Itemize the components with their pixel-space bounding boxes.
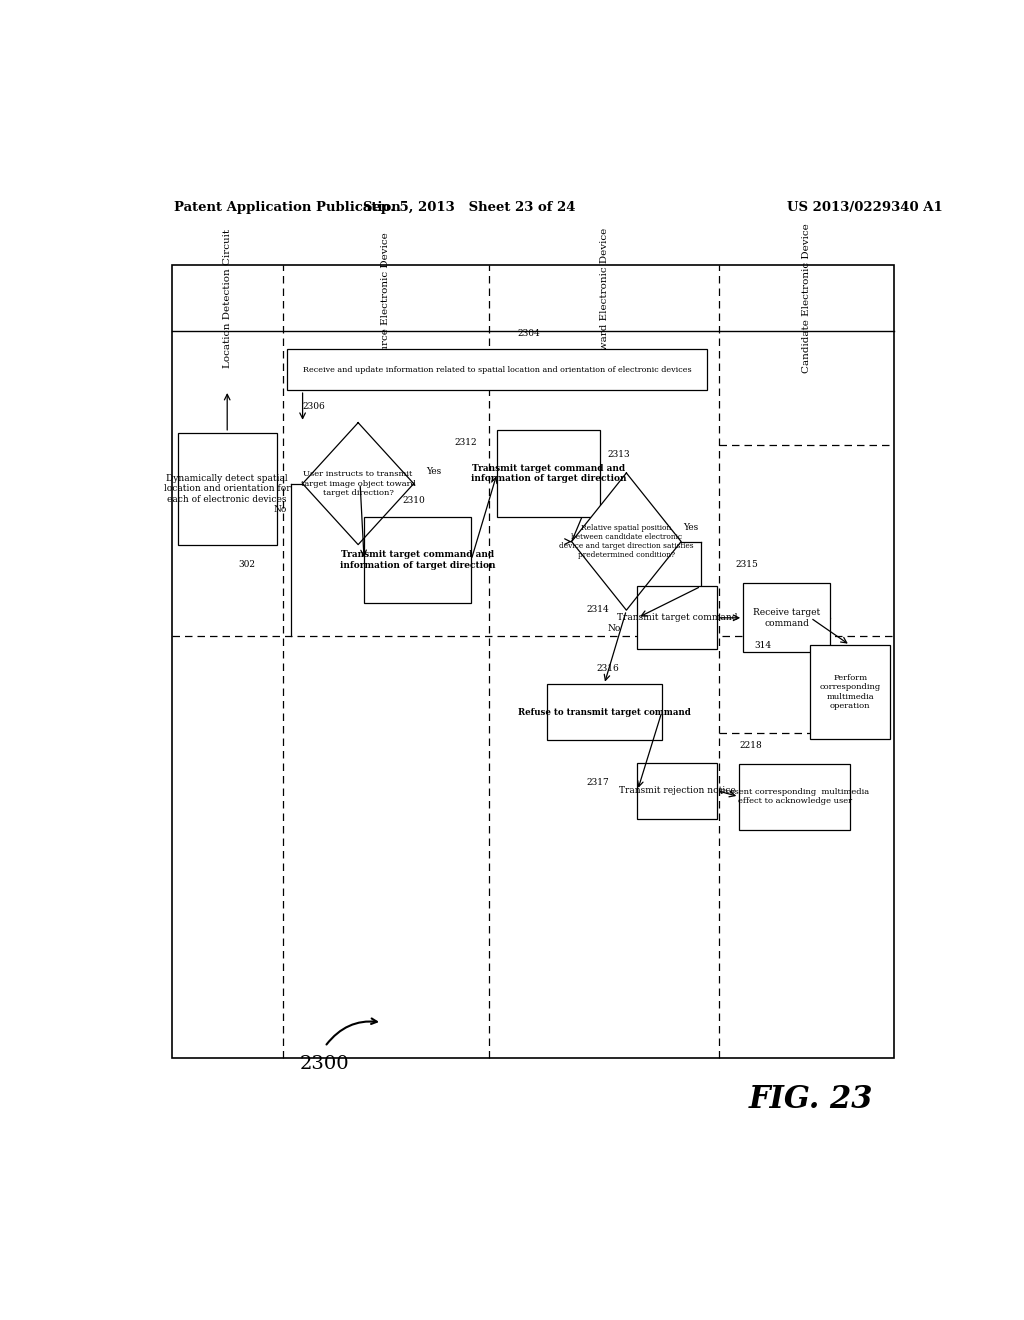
Text: User instructs to transmit
target image object toward
target direction?: User instructs to transmit target image … (301, 470, 416, 496)
FancyBboxPatch shape (638, 586, 717, 649)
Text: Receive and update information related to spatial location and orientation of el: Receive and update information related t… (303, 366, 691, 374)
Text: 2316: 2316 (597, 664, 620, 673)
Text: Transmit target command and
information of target direction: Transmit target command and information … (471, 463, 627, 483)
FancyBboxPatch shape (365, 516, 471, 603)
Text: Transmit target command: Transmit target command (616, 614, 737, 622)
Text: Perform
corresponding
multimedia
operation: Perform corresponding multimedia operati… (819, 675, 881, 710)
Text: 2300: 2300 (300, 1055, 349, 1073)
Text: Relative spatial position
between candidate electronic
device and target directi: Relative spatial position between candid… (559, 524, 693, 560)
Text: Dynamically detect spatial
location and orientation for
each of electronic devic: Dynamically detect spatial location and … (164, 474, 291, 504)
Text: 314: 314 (755, 640, 771, 649)
Text: Location Detection Circuit: Location Detection Circuit (222, 228, 231, 368)
Text: 2304: 2304 (517, 329, 540, 338)
Text: 2310: 2310 (402, 496, 425, 506)
Text: 2218: 2218 (739, 741, 762, 750)
Text: Receive target
command: Receive target command (753, 609, 820, 627)
FancyBboxPatch shape (739, 764, 850, 830)
FancyBboxPatch shape (743, 583, 830, 652)
Text: Source Electronic Device: Source Electronic Device (381, 232, 390, 364)
Text: 2317: 2317 (587, 777, 609, 787)
Text: Yes: Yes (426, 467, 441, 477)
Polygon shape (571, 473, 681, 610)
Text: 2314: 2314 (587, 605, 609, 614)
Text: 2313: 2313 (607, 450, 630, 459)
Text: Sep. 5, 2013   Sheet 23 of 24: Sep. 5, 2013 Sheet 23 of 24 (362, 201, 575, 214)
FancyBboxPatch shape (547, 684, 662, 741)
FancyBboxPatch shape (811, 645, 890, 739)
Text: Candidate Electronic Device: Candidate Electronic Device (802, 223, 811, 374)
Text: Forward Electronic Device: Forward Electronic Device (600, 228, 608, 368)
Text: Patent Application Publication: Patent Application Publication (174, 201, 400, 214)
Polygon shape (303, 422, 414, 545)
Text: Transmit target command and
information of target direction: Transmit target command and information … (340, 550, 496, 569)
Text: 302: 302 (239, 561, 256, 569)
Text: No: No (608, 624, 622, 634)
FancyBboxPatch shape (497, 430, 600, 516)
Text: Transmit rejection notice: Transmit rejection notice (618, 787, 735, 795)
Text: Present corresponding  multimedia
effect to acknowledge user: Present corresponding multimedia effect … (720, 788, 869, 805)
FancyBboxPatch shape (638, 763, 717, 818)
Text: US 2013/0229340 A1: US 2013/0229340 A1 (786, 201, 942, 214)
FancyBboxPatch shape (177, 433, 276, 545)
Text: Refuse to transmit target command: Refuse to transmit target command (518, 708, 690, 717)
Text: 2315: 2315 (735, 561, 758, 569)
Text: 2306: 2306 (303, 401, 326, 411)
Text: Yes: Yes (683, 523, 698, 532)
FancyBboxPatch shape (287, 350, 708, 391)
Text: 2312: 2312 (454, 438, 476, 447)
Text: No: No (273, 504, 287, 513)
Text: FIG. 23: FIG. 23 (749, 1084, 872, 1115)
